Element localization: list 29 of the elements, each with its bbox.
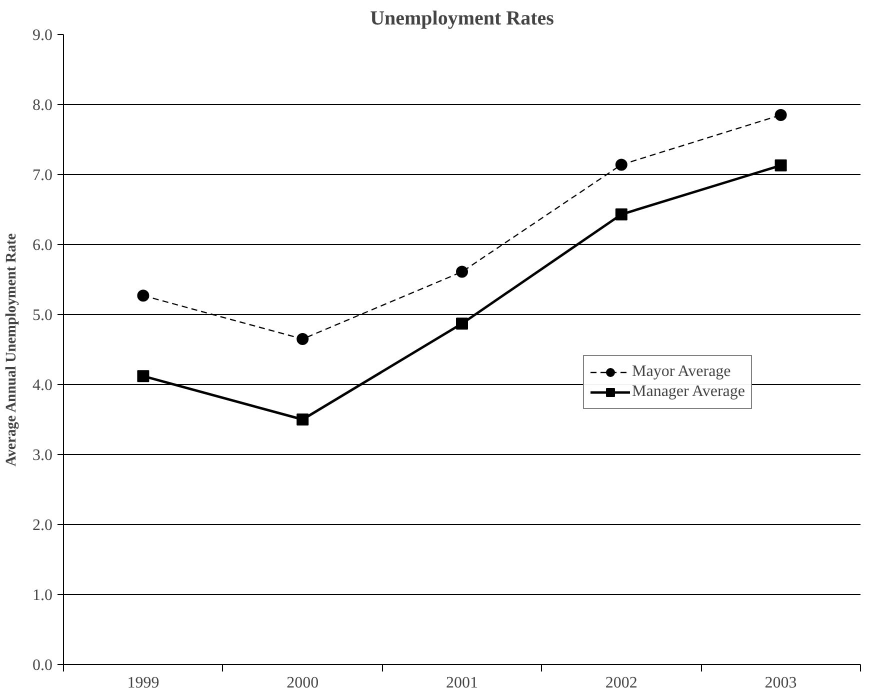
x-tick-label: 2003 xyxy=(764,674,797,692)
x-tick-label: 2000 xyxy=(286,674,319,692)
y-tick-label: 3.0 xyxy=(32,447,52,464)
point xyxy=(615,158,628,171)
point xyxy=(774,159,787,172)
point xyxy=(456,266,468,278)
legend-label: Mayor Average xyxy=(632,363,731,381)
y-tick-label: 4.0 xyxy=(32,377,52,394)
x-tick-label: 2002 xyxy=(605,674,638,692)
legend-label: Manager Average xyxy=(632,383,745,401)
y-axis-title: Average Annual Unemployment Rate xyxy=(4,232,20,466)
y-tick-label: 1.0 xyxy=(32,587,52,604)
y-tick-label: 5.0 xyxy=(32,307,52,324)
point xyxy=(296,414,309,426)
x-tick-label: 1999 xyxy=(127,674,160,692)
y-tick-label: 7.0 xyxy=(32,167,52,184)
y-tick-label: 9.0 xyxy=(32,27,52,44)
y-tick-label: 6.0 xyxy=(32,237,52,254)
point xyxy=(615,208,628,220)
point xyxy=(456,318,468,330)
y-tick-label: 8.0 xyxy=(32,97,52,114)
point xyxy=(296,333,309,345)
y-tick-label: 0.0 xyxy=(32,657,52,674)
point xyxy=(137,290,150,302)
y-tick-label: 2.0 xyxy=(32,517,52,534)
chart-title: Unemployment Rates xyxy=(370,8,554,30)
point xyxy=(774,109,787,121)
point xyxy=(137,370,150,382)
x-tick-label: 2001 xyxy=(446,674,478,692)
